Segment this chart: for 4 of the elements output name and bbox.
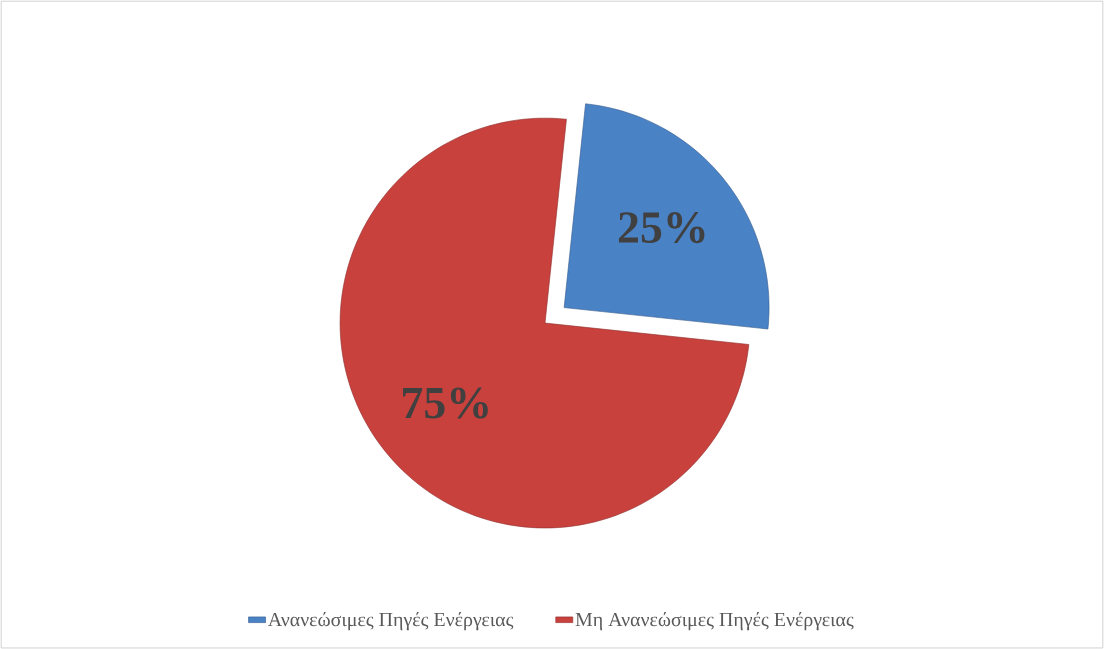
legend-label: Ανανεώσιμες Πηγές Ενέργειας bbox=[268, 611, 514, 631]
data-label: 25% bbox=[618, 212, 705, 244]
data-label: 75% bbox=[403, 387, 488, 419]
legend-label: Μη Ανανεώσιμες Πηγές Ενέργειας bbox=[575, 611, 854, 631]
